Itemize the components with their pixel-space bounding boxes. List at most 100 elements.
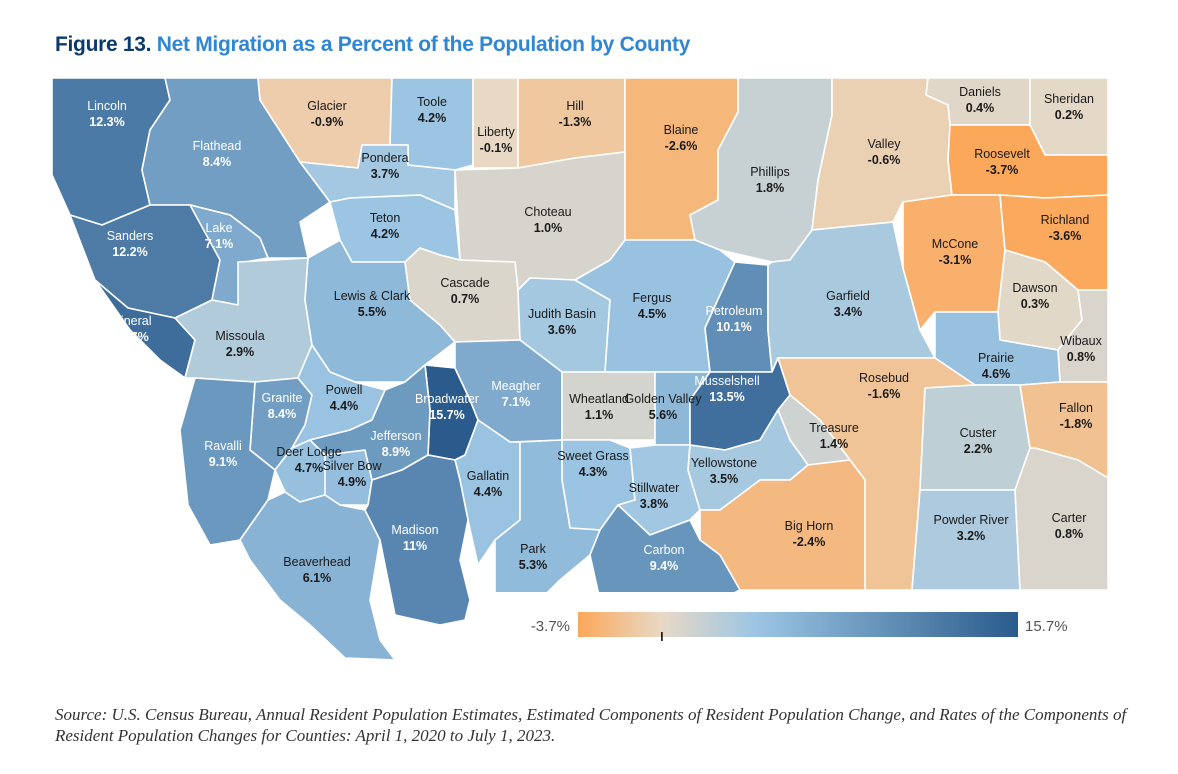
county-value: -2.6% (665, 139, 698, 153)
county-name: Petroleum (706, 304, 763, 318)
county-name: Madison (391, 523, 438, 537)
county-label-treasure: Treasure 1.4% (809, 421, 859, 451)
county-value: -3.7% (986, 163, 1019, 177)
county-value: 13.5% (709, 390, 744, 404)
legend-max-label: 15.7% (1025, 618, 1068, 635)
county-label-lincoln: Lincoln 12.3% (87, 99, 127, 129)
county-value: -0.6% (868, 153, 901, 167)
county-label-sanders: Sanders 12.2% (107, 229, 154, 259)
county-name: Gallatin (467, 469, 509, 483)
county-value: 0.8% (1055, 527, 1084, 541)
county-value: 0.4% (966, 101, 995, 115)
county-value: -3.1% (939, 253, 972, 267)
county-label-glacier: Glacier -0.9% (307, 99, 347, 129)
county-label-roosevelt: Roosevelt -3.7% (974, 147, 1030, 177)
county-value: 9.4% (650, 559, 679, 573)
county-madison (364, 454, 471, 626)
county-value: 1.0% (534, 221, 563, 235)
county-label-granite: Granite 8.4% (262, 391, 303, 421)
county-name: Powder River (933, 513, 1008, 527)
county-value: 0.3% (1021, 297, 1050, 311)
county-name: Ravalli (204, 439, 242, 453)
county-label-park: Park 5.3% (519, 542, 548, 572)
county-name: Choteau (524, 205, 571, 219)
county-name: Sweet Grass (557, 449, 629, 463)
county-value: -1.3% (559, 115, 592, 129)
county-name: Phillips (750, 165, 790, 179)
county-label-mccone: McCone -3.1% (932, 237, 979, 267)
county-label-flathead: Flathead 8.4% (193, 139, 242, 169)
county-name: Judith Basin (528, 307, 596, 321)
county-park (494, 439, 601, 601)
county-label-jefferson: Jefferson 8.9% (370, 429, 421, 459)
county-name: Roosevelt (974, 147, 1030, 161)
county-name: Granite (262, 391, 303, 405)
county-name: Lewis & Clark (334, 289, 411, 303)
county-label-cascade: Cascade 0.7% (440, 276, 489, 306)
county-label-wibaux: Wibaux 0.8% (1060, 334, 1102, 364)
county-value: 4.3% (579, 465, 608, 479)
county-label-phillips: Phillips 1.8% (750, 165, 790, 195)
county-value: 12.2% (112, 245, 147, 259)
county-value: 10.1% (716, 320, 751, 334)
county-name: Toole (417, 95, 447, 109)
county-label-hill: Hill -1.3% (559, 99, 592, 129)
county-label-mineral: Mineral 13.7% (111, 314, 152, 344)
county-label-stillwater: Stillwater 3.8% (629, 481, 680, 511)
county-label-valley: Valley -0.6% (867, 137, 901, 167)
county-label-carbon: Carbon 9.4% (644, 543, 685, 573)
county-value: -0.1% (480, 141, 513, 155)
county-label-dawson: Dawson 0.3% (1012, 281, 1057, 311)
county-label-madison: Madison 11% (391, 523, 438, 553)
county-value: 4.9% (338, 475, 367, 489)
county-label-silver-bow: Silver Bow 4.9% (322, 459, 382, 489)
figure-title-text: Net Migration as a Percent of the Popula… (156, 33, 691, 56)
county-value: 4.4% (474, 485, 503, 499)
county-label-sweet-grass: Sweet Grass 4.3% (557, 449, 629, 479)
county-name: Sheridan (1044, 92, 1094, 106)
county-value: 4.6% (982, 367, 1011, 381)
county-name: Carter (1052, 511, 1087, 525)
county-name: Meagher (491, 379, 540, 393)
source-note: Source: U.S. Census Bureau, Annual Resid… (55, 705, 1127, 745)
county-value: 1.8% (756, 181, 785, 195)
county-name: Fergus (633, 291, 672, 305)
county-label-deer-lodge: Deer Lodge 4.7% (276, 445, 341, 475)
county-value: 2.9% (226, 345, 255, 359)
county-name: Powell (326, 383, 363, 397)
county-label-gallatin: Gallatin 4.4% (467, 469, 509, 499)
county-label-rosebud: Rosebud -1.6% (859, 371, 909, 401)
county-value: 1.1% (585, 408, 614, 422)
county-value: 3.8% (640, 497, 669, 511)
county-name: Musselshell (694, 374, 759, 388)
county-label-meagher: Meagher 7.1% (491, 379, 540, 409)
county-value: 5.6% (649, 408, 678, 422)
county-value: 0.8% (1067, 350, 1096, 364)
county-value: 4.7% (295, 461, 324, 475)
county-value: 7.1% (205, 237, 234, 251)
county-name: Sanders (107, 229, 154, 243)
county-label-petroleum: Petroleum 10.1% (706, 304, 763, 334)
county-value: 4.2% (371, 227, 400, 241)
county-label-fergus: Fergus 4.5% (633, 291, 672, 321)
legend-min-label: -3.7% (531, 618, 570, 635)
county-value: 13.7% (113, 330, 148, 344)
county-stillwater (617, 444, 701, 536)
legend-gradient-bar (578, 612, 1018, 637)
county-name: Big Horn (785, 519, 834, 533)
county-value: 5.5% (358, 305, 387, 319)
county-value: 8.9% (382, 445, 411, 459)
county-name: Valley (867, 137, 901, 151)
county-label-wheatland: Wheatland 1.1% (569, 392, 629, 422)
county-carter (1014, 447, 1109, 591)
county-value: -1.8% (1060, 417, 1093, 431)
county-name: Richland (1041, 213, 1090, 227)
county-value: 0.7% (451, 292, 480, 306)
county-label-golden-valley: Golden Valley 5.6% (625, 392, 703, 422)
county-label-musselshell: Musselshell 13.5% (694, 374, 759, 404)
county-label-pondera: Pondera 3.7% (361, 151, 408, 181)
county-name: Custer (960, 426, 997, 440)
county-name: Hill (566, 99, 583, 113)
county-label-carter: Carter 0.8% (1052, 511, 1087, 541)
